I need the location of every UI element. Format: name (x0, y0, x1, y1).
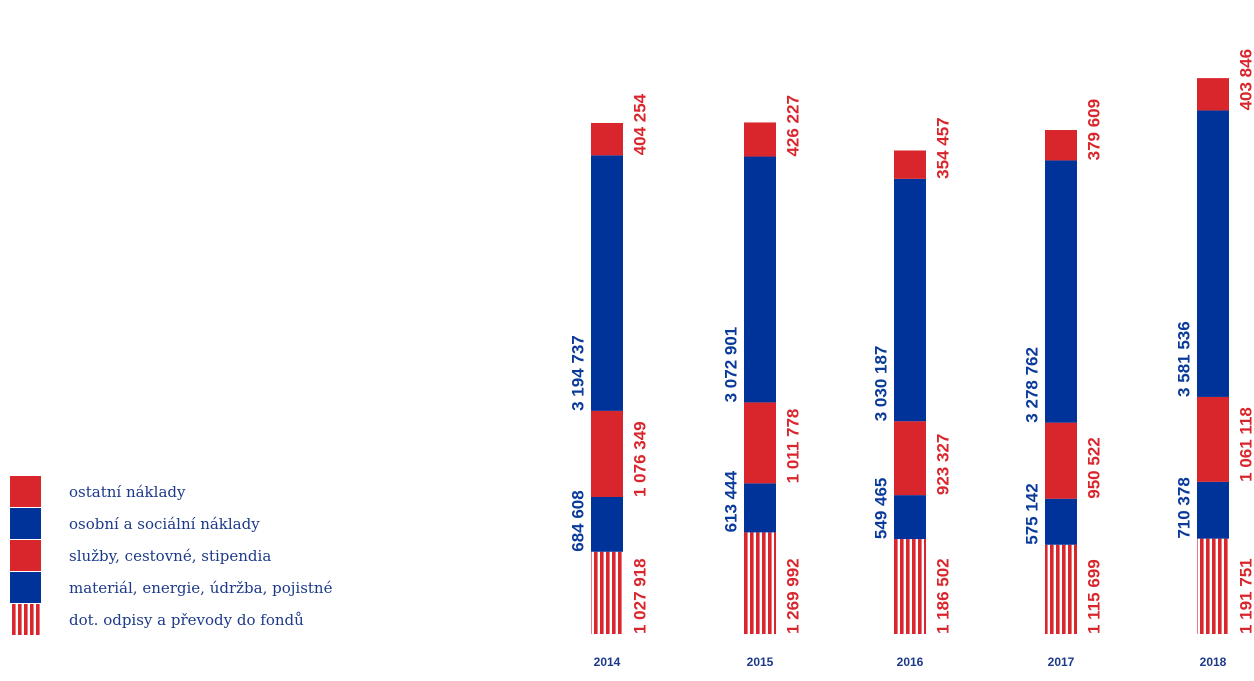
year-label-2017: 2017 (1048, 655, 1075, 669)
legend-swatch-5 (10, 604, 41, 635)
bar-segment-2017-1 (1045, 544, 1077, 634)
legend-swatch-1 (10, 476, 41, 507)
value-label-2014-3: 1 076 349 (630, 421, 649, 497)
bar-segment-2016-5 (894, 150, 926, 179)
legend-label-2: osobní a sociální náklady (69, 515, 260, 533)
value-label-2016-5: 354 457 (933, 117, 952, 178)
year-labels-group: 2014 2015 2016 2017 2018 (594, 655, 1227, 669)
value-label-2016-4: 3 030 187 (871, 346, 890, 422)
bar-segment-2016-1 (894, 539, 926, 634)
bar-segment-2017-5 (1045, 130, 1077, 161)
bar-segment-2018-3 (1197, 396, 1229, 482)
value-label-2016-2: 549 465 (871, 478, 890, 539)
value-label-2018-2: 710 378 (1174, 477, 1193, 538)
value-label-2017-1: 1 115 699 (1084, 559, 1103, 634)
bar-segment-2014-3 (591, 410, 623, 497)
bar-segment-2018-2 (1197, 481, 1229, 539)
value-label-2015-2: 613 444 (721, 470, 740, 532)
value-label-2017-4: 3 278 762 (1022, 347, 1041, 423)
value-label-2014-2: 684 608 (568, 490, 587, 551)
value-label-2014-1: 1 027 918 (630, 558, 649, 634)
value-label-2015-3: 1 011 778 (783, 409, 802, 484)
bar-segment-2018-1 (1197, 538, 1229, 634)
value-label-2015-1: 1 269 992 (783, 558, 802, 634)
bar-segment-2014-4 (591, 155, 623, 411)
bar-segment-2014-2 (591, 496, 623, 552)
bar-segment-2016-2 (894, 495, 926, 540)
bar-segment-2017-2 (1045, 498, 1077, 545)
value-label-2017-2: 575 142 (1022, 483, 1041, 544)
value-label-2015-5: 426 227 (783, 95, 802, 156)
bars-group (591, 78, 1229, 634)
legend-label-4: materiál, energie, údržba, pojistné (69, 579, 333, 597)
value-label-2018-3: 1 061 118 (1236, 407, 1254, 482)
value-label-2018-1: 1 191 751 (1236, 558, 1254, 634)
bar-segment-2015-2 (744, 483, 776, 533)
legend-swatch-2 (10, 508, 41, 539)
bar-segment-2018-5 (1197, 78, 1229, 111)
legend-swatch-4 (10, 572, 41, 603)
bar-segment-2017-4 (1045, 160, 1077, 423)
bar-segment-2016-4 (894, 178, 926, 422)
bar-segment-2016-3 (894, 421, 926, 496)
bar-segment-2014-5 (591, 122, 623, 156)
legend-label-1: ostatní náklady (69, 483, 186, 501)
value-label-2014-4: 3 194 737 (568, 335, 587, 411)
bar-segment-2015-4 (744, 156, 776, 403)
legend-label-5: dot. odpisy a převody do fondů (69, 611, 304, 629)
year-label-2015: 2015 (747, 655, 774, 669)
value-labels-group: 1 027 918 684 608 1 076 349 3 194 737 404 25… (568, 49, 1254, 634)
legend: ostatní náklady osobní a sociální náklady… (10, 476, 333, 635)
legend-label-3: služby, cestovné, stipendia (69, 547, 271, 565)
value-label-2018-4: 3 581 536 (1174, 321, 1193, 397)
year-label-2014: 2014 (594, 655, 621, 669)
bar-segment-2015-5 (744, 122, 776, 157)
bar-segment-2014-1 (591, 551, 623, 634)
bar-segment-2015-3 (744, 402, 776, 484)
value-label-2014-5: 404 254 (630, 93, 649, 155)
value-label-2018-5: 403 846 (1236, 49, 1254, 110)
value-label-2016-3: 923 327 (933, 434, 952, 495)
value-label-2017-3: 950 522 (1084, 437, 1103, 498)
year-label-2016: 2016 (897, 655, 924, 669)
bar-segment-2017-3 (1045, 422, 1077, 499)
year-label-2018: 2018 (1200, 655, 1227, 669)
value-label-2017-5: 379 609 (1084, 99, 1103, 160)
bar-segment-2018-4 (1197, 110, 1229, 397)
value-label-2016-1: 1 186 502 (933, 558, 952, 634)
bar-segment-2015-1 (744, 532, 776, 634)
legend-swatch-3 (10, 540, 41, 571)
value-label-2015-4: 3 072 901 (721, 327, 740, 403)
